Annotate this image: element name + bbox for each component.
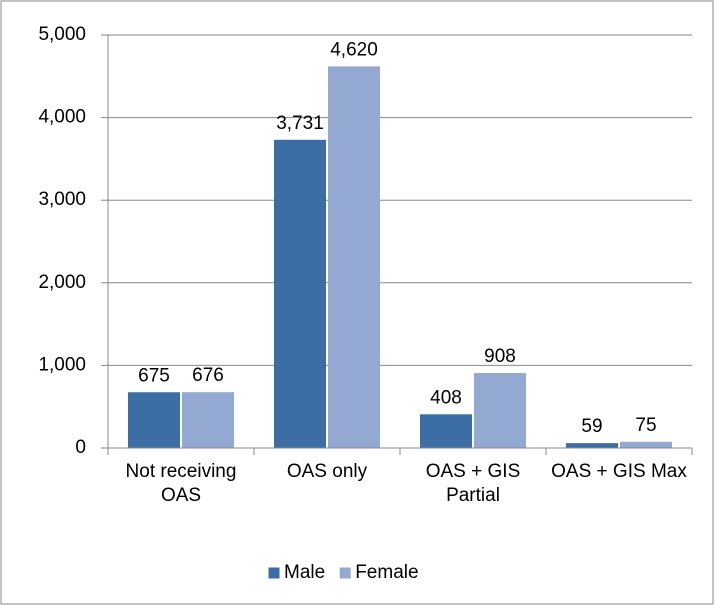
y-tick-label: 1,000 bbox=[38, 354, 86, 375]
data-label: 4,620 bbox=[330, 39, 378, 60]
bar bbox=[474, 372, 526, 448]
data-label: 59 bbox=[581, 416, 602, 437]
data-label: 75 bbox=[635, 415, 656, 436]
data-label: 408 bbox=[430, 387, 462, 408]
bar bbox=[128, 392, 180, 448]
data-label: 676 bbox=[192, 365, 224, 386]
y-tick-label: 3,000 bbox=[38, 189, 86, 210]
bar bbox=[620, 441, 672, 448]
bar bbox=[274, 139, 326, 448]
x-tick-label: Not receiving OAS bbox=[125, 461, 237, 506]
legend-swatch bbox=[267, 566, 281, 580]
legend-label: Female bbox=[355, 562, 418, 583]
bar bbox=[566, 443, 618, 448]
x-tick-label: OAS only bbox=[286, 461, 368, 482]
x-tick-label: OAS + GIS Max bbox=[551, 461, 687, 482]
bar bbox=[420, 414, 472, 448]
y-tick-label: 2,000 bbox=[38, 272, 86, 293]
y-tick-label: 5,000 bbox=[38, 24, 86, 45]
data-label: 908 bbox=[484, 346, 516, 367]
data-label: 3,731 bbox=[276, 113, 324, 134]
bar bbox=[182, 392, 234, 448]
x-tick-label: OAS + GIS Partial bbox=[425, 461, 521, 506]
bar bbox=[328, 66, 380, 448]
legend-label: Male bbox=[284, 562, 325, 583]
y-tick-label: 0 bbox=[75, 437, 86, 458]
data-label: 675 bbox=[138, 365, 170, 386]
y-tick-label: 4,000 bbox=[38, 107, 86, 128]
legend-swatch bbox=[338, 566, 352, 580]
